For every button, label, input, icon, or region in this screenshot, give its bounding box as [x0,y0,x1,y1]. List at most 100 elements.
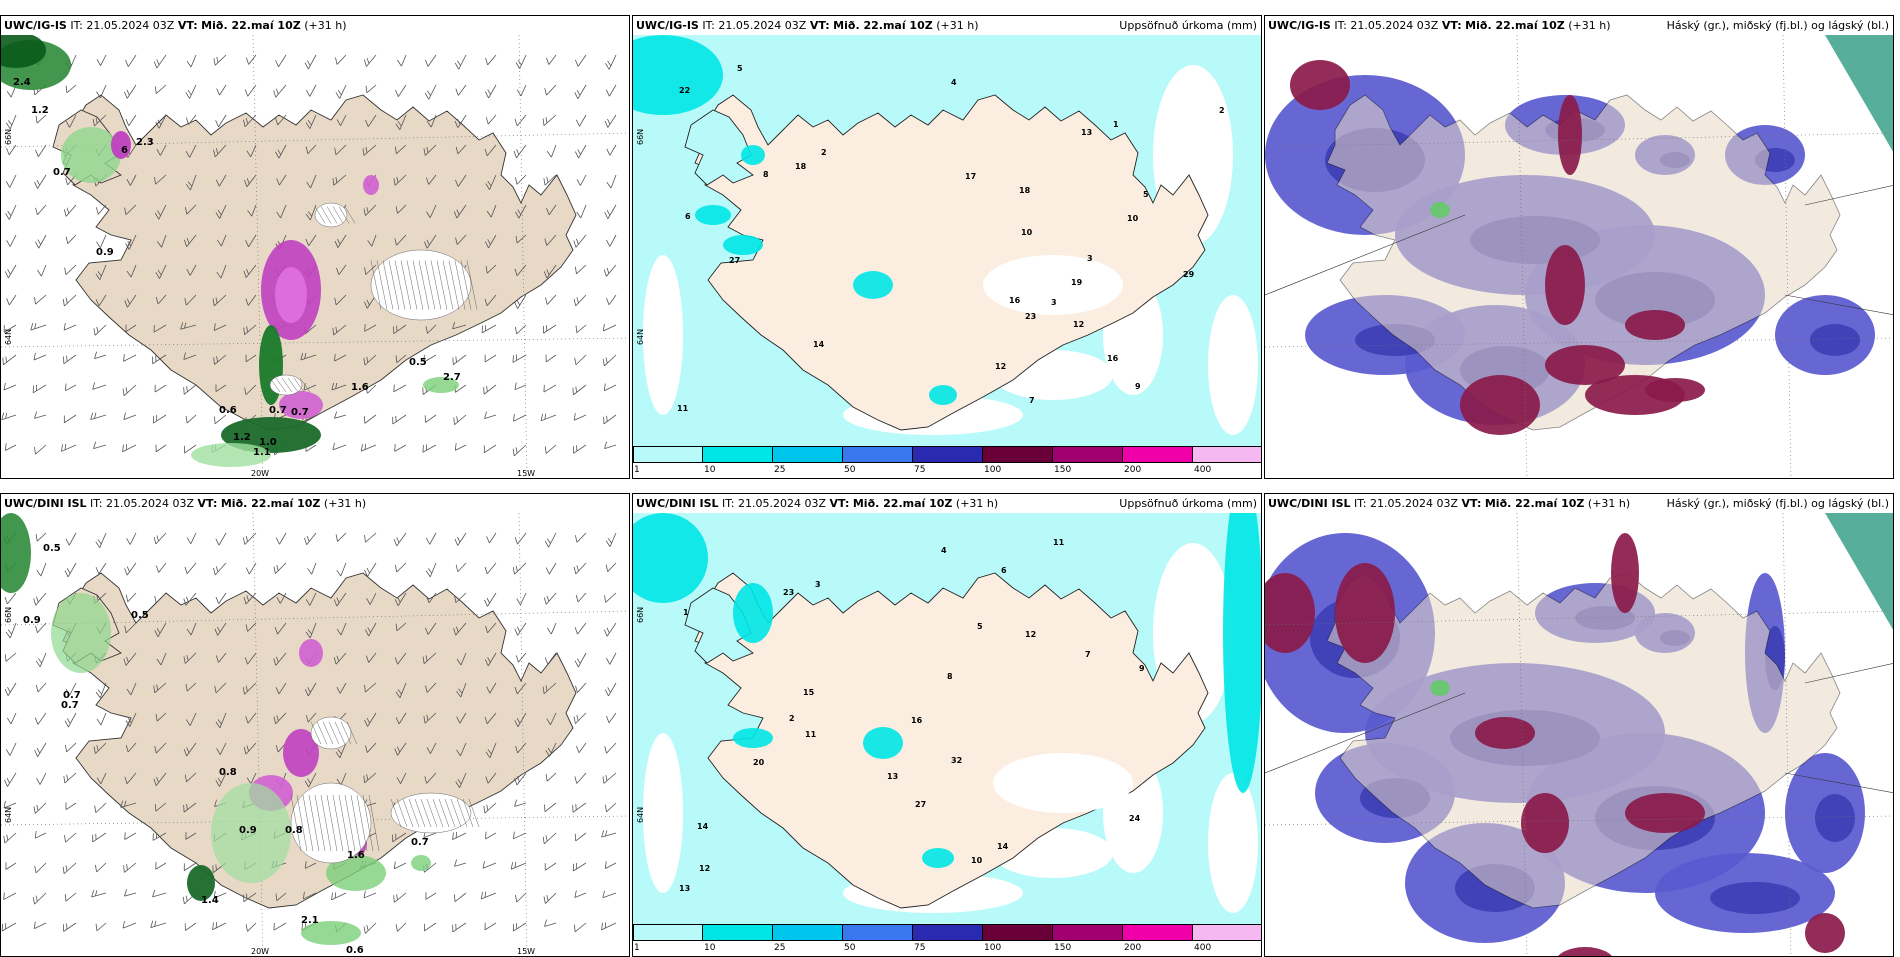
wind-barb [34,830,47,839]
wind-barb [544,652,557,665]
precip-patch [279,391,323,419]
precip-value-label: 0.5 [43,543,61,554]
wind-barb [454,892,467,902]
wind-barb [32,384,47,394]
wind-barb [185,174,197,191]
wind-barb [4,264,17,279]
wind-barb [35,652,47,668]
wind-barb [547,622,557,635]
wind-barb [305,622,317,639]
wind-barb [3,892,17,900]
panel-header: UWC/IG-IS IT: 21.05.2024 03Z VT: Mið. 22… [1265,16,1893,35]
wind-barb [424,84,437,100]
colorbar-tick: 10 [704,465,716,475]
wind-barb [365,652,377,663]
wind-barb [214,682,227,694]
colorbar-tick: 1 [634,465,640,475]
wind-barb [34,294,47,305]
wind-barb [543,892,557,904]
wind-barb [392,832,407,843]
wind-barb [304,54,317,70]
wind-barb [546,144,557,158]
wind-barb [34,862,47,874]
wind-barb [183,592,197,606]
accum-value-label: 13 [887,772,898,781]
wind-barb [125,54,137,67]
wind-barb [542,114,557,126]
wind-barb [422,444,437,453]
colorbar-swatch [773,924,843,941]
high-cloud [1545,345,1625,385]
wind-barb [573,413,587,421]
wind-barb [423,144,437,156]
wind-barb [513,144,527,159]
wind-barb [184,562,197,575]
wind-barb [185,832,197,840]
wind-barb [606,234,617,247]
colorbar-swatch [703,924,773,941]
wind-barb [242,682,257,695]
wind-barb [186,54,197,68]
wind-barb [423,922,437,932]
wind-barb [543,384,557,393]
wind-barb [575,532,587,543]
wind-barb [394,144,407,155]
wind-barb [426,532,437,545]
wind-barb [183,742,197,757]
lead-time: (+31 h) [955,497,999,510]
accum-value-label: 12 [1025,630,1036,639]
wind-barb [574,652,587,668]
wind-barb [422,652,437,665]
wind-barb [5,114,17,130]
model-name: UWC/IG-IS [4,19,67,32]
wind-barb [363,922,377,934]
wind-barb [393,174,407,186]
wind-barb [212,922,227,931]
wind-barb [332,174,347,186]
wind-barb [96,772,107,785]
wind-barb [150,920,167,929]
vt-label: VT: [809,19,830,32]
wind-barb [485,264,497,274]
wind-barb [363,54,377,67]
panel-field-title: Háský (gr.), miðský (fj.bl.) og lágský (… [1666,497,1889,510]
wind-barb [332,324,347,336]
wind-barb [603,622,617,637]
wind-barb [307,562,317,575]
high-cloud [1625,793,1705,833]
it-label: IT: [722,497,735,510]
precip-patch [633,35,723,115]
wind-barb [276,592,287,604]
wind-barb [245,562,257,575]
wind-barb [603,414,617,425]
wind-barb [92,382,107,390]
wind-barb [515,204,527,219]
wind-barb [485,622,497,634]
wind-barb [125,592,137,603]
wind-barb [243,742,257,755]
wind-barb [365,114,377,127]
precip-patch [695,205,731,225]
wind-barb [575,592,587,603]
wind-barb [94,862,107,873]
lead-time: (+31 h) [304,19,347,32]
no-precip-area [1208,773,1258,913]
wind-barb [335,54,347,65]
wind-barb [574,144,587,159]
wind-barb [455,144,467,155]
wind-barb [425,562,437,578]
wind-barb [34,712,47,725]
wind-barb [93,742,107,754]
high-cloud [1335,563,1395,663]
wind-barb [544,444,557,454]
wind-barb [514,532,527,545]
wind-barb [123,652,137,666]
wind-barb [481,324,497,334]
wind-barb [35,204,47,216]
wind-barb [364,324,377,332]
accum-value-label: 12 [995,362,1006,371]
wind-barb [606,144,617,156]
wind-barb [486,682,497,694]
wind-barb [604,592,617,603]
precip-patch [326,855,386,891]
